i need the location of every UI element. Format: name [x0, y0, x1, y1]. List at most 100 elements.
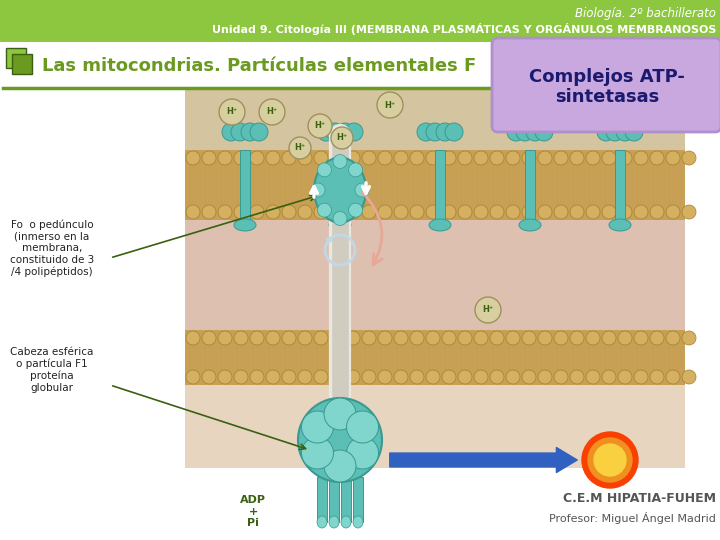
Circle shape: [426, 331, 440, 345]
Circle shape: [266, 151, 280, 165]
Circle shape: [218, 370, 232, 384]
Circle shape: [426, 151, 440, 165]
Circle shape: [314, 370, 328, 384]
Circle shape: [474, 151, 488, 165]
Circle shape: [538, 331, 552, 345]
Ellipse shape: [519, 219, 541, 231]
Circle shape: [326, 123, 344, 141]
Bar: [12, 54, 32, 74]
Circle shape: [634, 331, 648, 345]
Circle shape: [442, 205, 456, 219]
Circle shape: [219, 99, 245, 125]
Circle shape: [259, 99, 285, 125]
Circle shape: [377, 92, 403, 118]
Circle shape: [336, 123, 354, 141]
Circle shape: [506, 370, 520, 384]
Circle shape: [318, 203, 331, 217]
Circle shape: [458, 370, 472, 384]
Circle shape: [330, 370, 344, 384]
Circle shape: [266, 205, 280, 219]
Circle shape: [311, 183, 325, 197]
Circle shape: [234, 370, 248, 384]
Circle shape: [436, 123, 454, 141]
Circle shape: [516, 123, 534, 141]
Circle shape: [554, 205, 568, 219]
Circle shape: [282, 151, 296, 165]
Circle shape: [298, 370, 312, 384]
Circle shape: [378, 370, 392, 384]
Circle shape: [202, 205, 216, 219]
Circle shape: [666, 331, 680, 345]
Text: H⁺: H⁺: [226, 107, 238, 117]
Circle shape: [474, 331, 488, 345]
Ellipse shape: [317, 516, 327, 528]
Bar: [685, 88, 720, 468]
Circle shape: [302, 437, 333, 469]
Circle shape: [410, 151, 424, 165]
Circle shape: [618, 331, 632, 345]
Circle shape: [554, 331, 568, 345]
Circle shape: [490, 370, 504, 384]
Bar: [185, 330, 685, 385]
Circle shape: [348, 163, 363, 177]
Circle shape: [586, 331, 600, 345]
Circle shape: [570, 151, 584, 165]
Circle shape: [378, 331, 392, 345]
Circle shape: [231, 123, 249, 141]
Circle shape: [602, 205, 616, 219]
Circle shape: [618, 370, 632, 384]
Circle shape: [250, 123, 268, 141]
Circle shape: [186, 370, 200, 384]
Circle shape: [394, 331, 408, 345]
Text: H⁺: H⁺: [336, 133, 348, 143]
Bar: [341, 477, 351, 522]
Circle shape: [458, 331, 472, 345]
Circle shape: [490, 331, 504, 345]
Circle shape: [241, 123, 259, 141]
Circle shape: [218, 151, 232, 165]
Text: ATP: ATP: [598, 455, 622, 465]
Circle shape: [314, 205, 328, 219]
Circle shape: [538, 151, 552, 165]
Circle shape: [298, 331, 312, 345]
Ellipse shape: [609, 219, 631, 231]
Circle shape: [345, 123, 363, 141]
Circle shape: [282, 205, 296, 219]
Circle shape: [202, 370, 216, 384]
Text: Biología. 2º bachillerato: Biología. 2º bachillerato: [575, 6, 716, 19]
Circle shape: [222, 123, 240, 141]
Circle shape: [266, 370, 280, 384]
Circle shape: [362, 205, 376, 219]
Text: H⁺: H⁺: [294, 144, 305, 152]
Circle shape: [333, 212, 347, 226]
Circle shape: [330, 205, 344, 219]
Circle shape: [186, 205, 200, 219]
Circle shape: [355, 183, 369, 197]
Circle shape: [442, 370, 456, 384]
Circle shape: [346, 370, 360, 384]
FancyBboxPatch shape: [492, 38, 720, 132]
Circle shape: [458, 205, 472, 219]
Circle shape: [234, 151, 248, 165]
Circle shape: [298, 398, 382, 482]
Bar: [0, 468, 720, 540]
Circle shape: [234, 205, 248, 219]
Circle shape: [666, 370, 680, 384]
Circle shape: [570, 331, 584, 345]
Text: Cabeza esférica
o partícula F1
proteína
globular: Cabeza esférica o partícula F1 proteína …: [10, 347, 94, 393]
Circle shape: [250, 151, 264, 165]
Ellipse shape: [314, 158, 366, 222]
Circle shape: [324, 450, 356, 482]
Ellipse shape: [341, 516, 351, 528]
Circle shape: [250, 205, 264, 219]
Circle shape: [318, 163, 331, 177]
Circle shape: [417, 123, 435, 141]
Text: Complejos ATP-
sintetasas: Complejos ATP- sintetasas: [529, 68, 685, 106]
Circle shape: [362, 151, 376, 165]
Text: Profesor: Miguel Ángel Madrid: Profesor: Miguel Ángel Madrid: [549, 512, 716, 524]
Circle shape: [522, 151, 536, 165]
Circle shape: [302, 411, 333, 443]
Bar: [525, 150, 535, 220]
Circle shape: [506, 151, 520, 165]
Circle shape: [378, 205, 392, 219]
